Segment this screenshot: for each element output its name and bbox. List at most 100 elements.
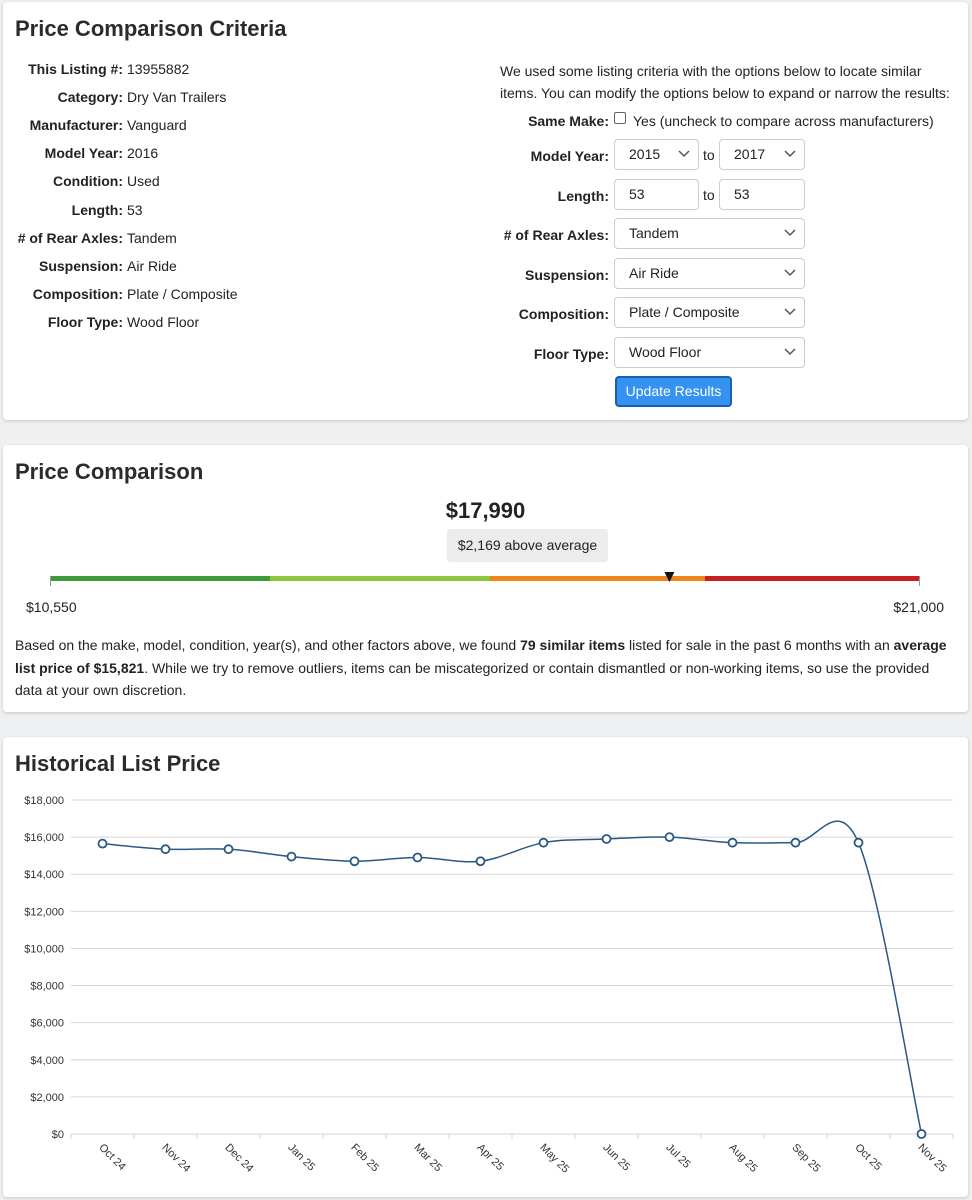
x-tick-label: Jul 25 (663, 1142, 692, 1171)
checkbox-label[interactable]: Yes (uncheck to compare across manufactu… (633, 113, 934, 129)
field-label: This Listing #: (28, 61, 123, 77)
card-title: Price Comparison Criteria (15, 16, 287, 41)
field-label: Manufacturer: (29, 117, 123, 134)
x-tick-label: Nov 25 (915, 1142, 948, 1175)
y-tick-label: $10,000 (24, 943, 64, 955)
form-label: Floor Type: (533, 346, 609, 363)
checkbox[interactable] (614, 112, 626, 124)
gauge-segment (270, 576, 490, 581)
data-point (664, 832, 675, 843)
select[interactable]: Wood Floor (614, 337, 805, 369)
input[interactable]: 2015 (614, 139, 699, 170)
field-value: 53 (127, 201, 143, 218)
criteria-card: Price Comparison Criteria This Listing #… (3, 2, 968, 420)
x-tick-label: Dec 24 (222, 1142, 255, 1175)
x-tick-label: Mar 25 (411, 1142, 444, 1175)
card-title: Price Comparison (15, 459, 204, 484)
field-label: # of Rear Axles: (17, 229, 123, 246)
update-button[interactable]: Update Results (615, 376, 732, 407)
data-point (412, 852, 423, 863)
field-value: Air Ride (127, 257, 177, 274)
price: $17,990 (445, 498, 526, 523)
field-value: Tandem (127, 229, 177, 246)
data-point (601, 834, 612, 844)
data-point (97, 838, 108, 849)
field-label: Suspension: (38, 257, 123, 274)
price-gauge (50, 572, 920, 586)
summary-text: Based on the make, model, condition, yea… (15, 634, 960, 702)
x-tick-label: Apr 25 (474, 1142, 505, 1173)
select[interactable]: Air Ride (614, 257, 805, 289)
field-value: Dry Van Trailers (127, 89, 227, 106)
x-tick-label: Jan 25 (285, 1142, 317, 1174)
y-tick-label: $12,000 (24, 906, 64, 918)
form-label: Model Year: (530, 148, 609, 164)
price-line (102, 820, 923, 1135)
field-label: Length: (71, 201, 123, 218)
input[interactable]: 53 (719, 179, 805, 210)
gauge-segment (705, 576, 920, 581)
y-tick-label: $0 (52, 1129, 64, 1141)
select[interactable]: Plate / Composite (614, 297, 805, 329)
form-label: Suspension: (524, 266, 609, 283)
field-value: Wood Floor (127, 313, 200, 330)
comparison-card: Price Comparison $17,990 $2,169 above av… (3, 445, 968, 712)
data-point (223, 844, 234, 855)
history-card: Historical List Price $0 $2,000 $4,000 $6,0… (3, 737, 968, 1197)
text: Based on the make, model, condition, yea… (15, 637, 521, 653)
data-point (790, 837, 801, 848)
data-point (349, 856, 360, 867)
gauge-min: $10,550 (26, 599, 77, 615)
chevron (784, 308, 796, 316)
data-point (916, 1129, 927, 1139)
price-marker (664, 572, 675, 582)
x-tick-label: Jun 25 (600, 1142, 632, 1174)
data-point (286, 851, 297, 862)
field-value: 13955882 (127, 61, 190, 77)
x-tick-label: Sep 25 (789, 1142, 822, 1175)
chevron (784, 348, 796, 356)
data-point (538, 837, 549, 848)
y-tick-label: $8,000 (30, 981, 64, 993)
x-tick-label: Feb 25 (348, 1142, 381, 1175)
text: average list price of $15,821 (15, 637, 947, 676)
select[interactable]: Tandem (614, 218, 805, 249)
x-tick-label: Aug 25 (726, 1142, 759, 1175)
y-tick-label: $4,000 (30, 1055, 64, 1067)
intro-text: We used some listing criteria with the o… (500, 63, 950, 101)
data-point (727, 837, 738, 848)
x-tick-label: May 25 (537, 1142, 571, 1176)
input[interactable]: 2017 (719, 139, 805, 170)
chevron (784, 229, 796, 237)
text: . While we try to remove outliers, items… (15, 659, 930, 699)
text: listed for sale in the past 6 months wit… (625, 637, 894, 653)
card-title: Historical List Price (15, 751, 221, 776)
chart: $0 $2,000 $4,000 $6,000 $8,000 $10,000 $12,000… (24, 795, 954, 1176)
x-tick-label: Oct 25 (852, 1142, 883, 1173)
gauge-segment (490, 576, 705, 581)
y-tick-label: $6,000 (30, 1018, 64, 1030)
field-value: Used (127, 173, 160, 190)
field-label: Floor Type: (47, 313, 123, 330)
y-tick-label: $16,000 (24, 832, 64, 844)
data-point (853, 837, 864, 848)
data-point (160, 844, 171, 855)
chevron (678, 150, 690, 158)
form-label: Same Make: (528, 113, 609, 129)
y-tick-label: $18,000 (24, 795, 64, 807)
field-label: Composition: (32, 285, 123, 302)
chevron (784, 269, 796, 276)
gauge-segment (50, 576, 270, 581)
y-tick-label: $2,000 (30, 1092, 64, 1104)
field-value: Plate / Composite (127, 285, 238, 302)
y-tick-label: $14,000 (24, 869, 64, 881)
price-badge: $2,169 above average (447, 529, 608, 562)
input[interactable]: 53 (614, 179, 699, 210)
field-value: 2016 (127, 145, 159, 162)
x-tick-label: Oct 24 (96, 1142, 127, 1173)
x-tick-label: Nov 24 (159, 1142, 192, 1175)
form-label: # of Rear Axles: (503, 227, 609, 243)
data-point (475, 856, 486, 867)
field-label: Condition: (53, 173, 123, 190)
